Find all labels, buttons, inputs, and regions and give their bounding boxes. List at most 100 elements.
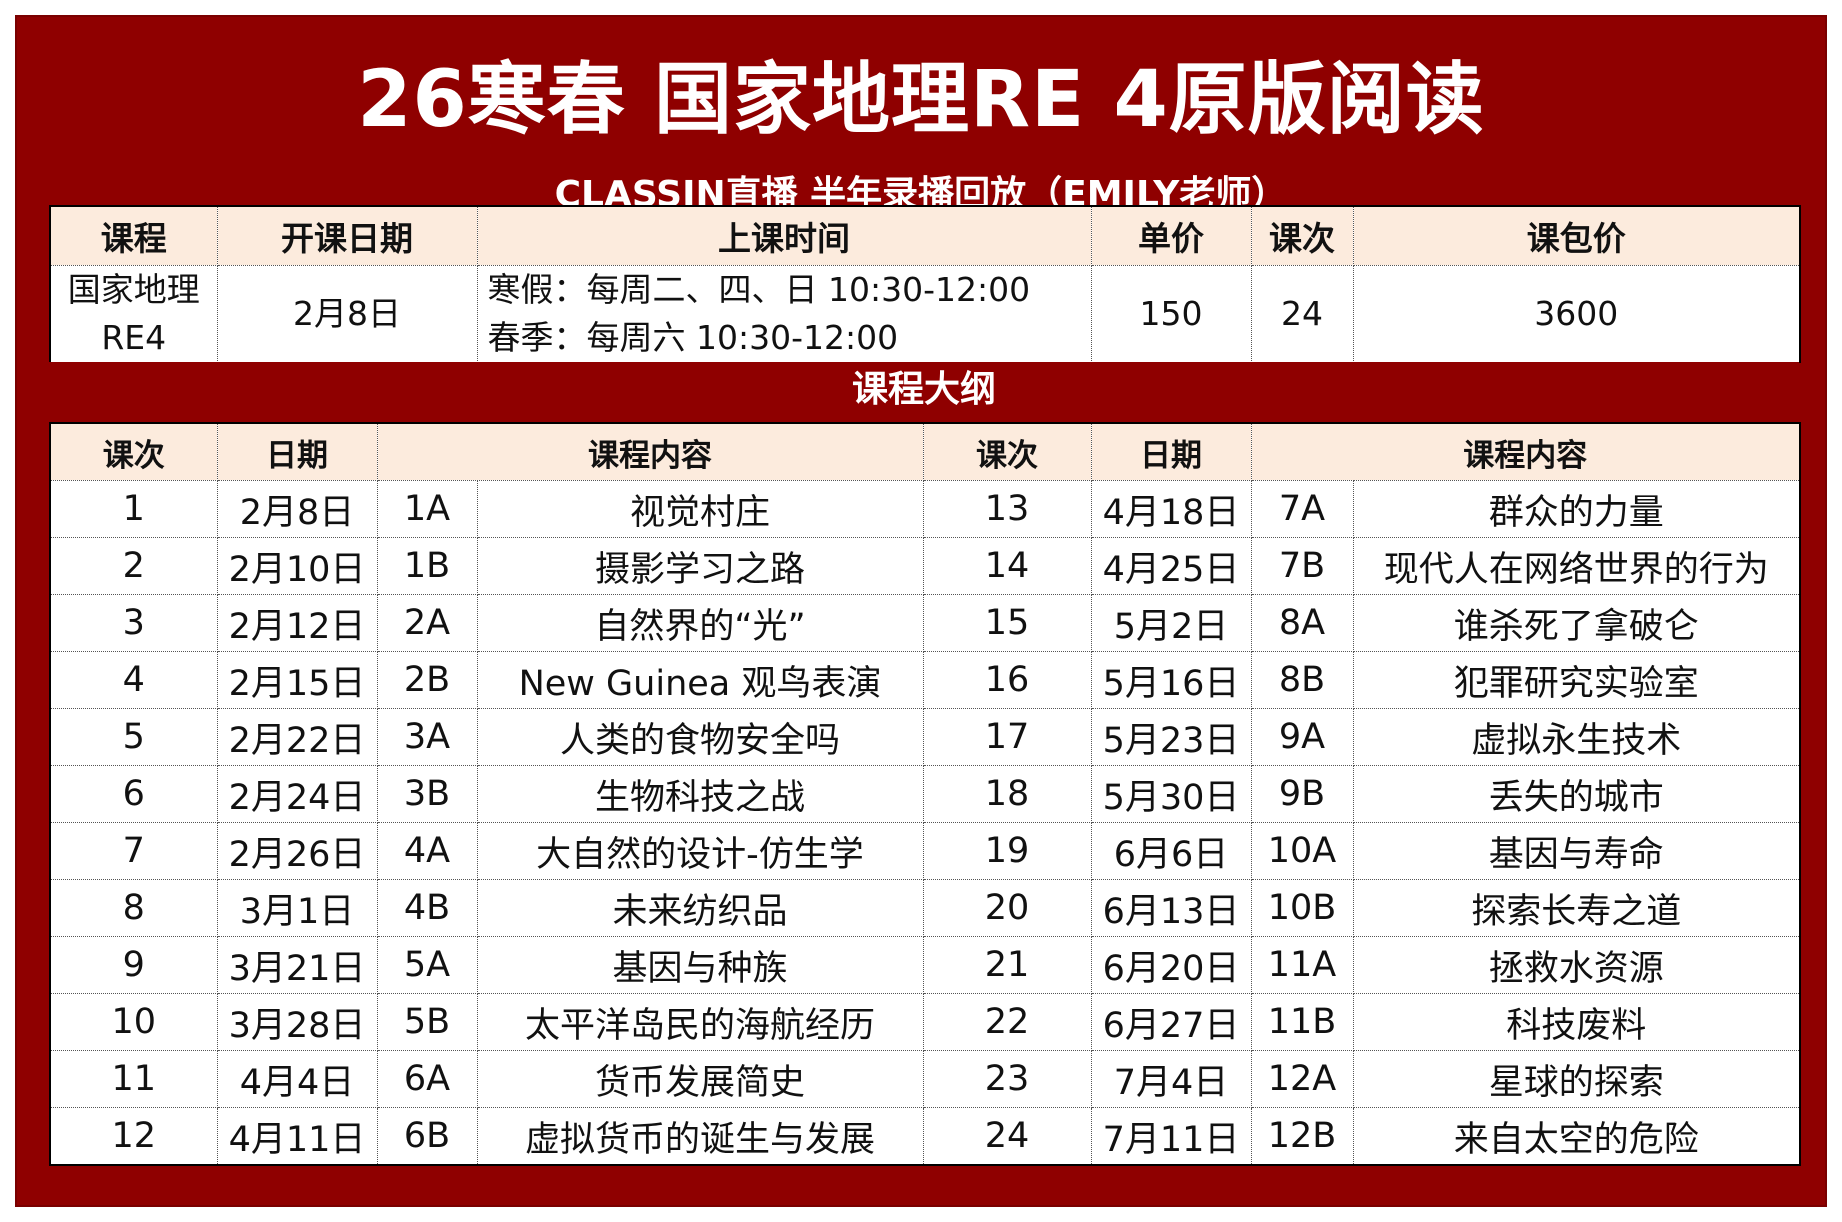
outline-title: 课程大纲 <box>49 362 1799 422</box>
session-date-cell: 2月8日 <box>216 480 378 538</box>
session-number-cell-right: 20 <box>922 879 1092 937</box>
session-number-cell-right: 17 <box>922 708 1092 766</box>
unit-price-cell: 150 <box>1090 265 1252 363</box>
session-date-cell: 2月24日 <box>216 765 378 823</box>
table-row: 11 4月4日 6A 货币发展简史 23 7月4日 12A 星球的探索 <box>49 1050 1801 1108</box>
outline-header-session-right: 课次 <box>922 422 1092 481</box>
session-date-cell: 2月10日 <box>216 537 378 595</box>
session-date-cell: 3月28日 <box>216 993 378 1051</box>
course-name-line2: RE4 <box>101 318 167 357</box>
page-title: 26寒春 国家地理RE 4原版阅读 <box>357 55 1485 145</box>
table-row: 7 2月26日 4A 大自然的设计-仿生学 19 6月6日 10A 基因与寿命 <box>49 822 1801 880</box>
outline-header-date-right: 日期 <box>1090 422 1252 481</box>
unit-code-cell: 6A <box>376 1050 478 1108</box>
session-number-cell: 2 <box>49 537 218 595</box>
info-header-row: 课程 开课日期 上课时间 单价 课次 课包价 <box>49 205 1801 266</box>
unit-code-cell-right: 9A <box>1250 708 1354 766</box>
sessions-cell: 24 <box>1250 265 1354 363</box>
session-date-cell: 2月15日 <box>216 651 378 709</box>
unit-code-cell-right: 11B <box>1250 993 1354 1051</box>
unit-code-cell-right: 10B <box>1250 879 1354 937</box>
table-row: 9 3月21日 5A 基因与种族 21 6月20日 11A 拯救水资源 <box>49 936 1801 994</box>
class-time-winter: 寒假：每周二、四、日 10:30-12:00 <box>487 270 1031 309</box>
session-date-cell-right: 7月11日 <box>1090 1107 1252 1166</box>
session-number-cell: 4 <box>49 651 218 709</box>
table-row: 3 2月12日 2A 自然界的“光” 15 5月2日 8A 谁杀死了拿破仑 <box>49 594 1801 652</box>
course-name-line1: 国家地理 <box>67 270 200 309</box>
table-row: 8 3月1日 4B 未来纺织品 20 6月13日 10B 探索长寿之道 <box>49 879 1801 937</box>
session-number-cell-right: 18 <box>922 765 1092 823</box>
unit-code-cell: 5A <box>376 936 478 994</box>
session-date-cell-right: 5月23日 <box>1090 708 1252 766</box>
lesson-title-cell-right: 拯救水资源 <box>1352 936 1801 994</box>
unit-code-cell: 5B <box>376 993 478 1051</box>
unit-code-cell: 3B <box>376 765 478 823</box>
session-date-cell: 2月22日 <box>216 708 378 766</box>
unit-code-cell-right: 8A <box>1250 594 1354 652</box>
table-row: 5 2月22日 3A 人类的食物安全吗 17 5月23日 9A 虚拟永生技术 <box>49 708 1801 766</box>
unit-code-cell-right: 12B <box>1250 1107 1354 1166</box>
table-row: 4 2月15日 2B New Guinea 观鸟表演 16 5月16日 8B 犯罪研究实验室 <box>49 651 1801 709</box>
session-number-cell-right: 14 <box>922 537 1092 595</box>
session-number-cell-right: 24 <box>922 1107 1092 1166</box>
outline-header-date: 日期 <box>216 422 378 481</box>
lesson-title-cell-right: 犯罪研究实验室 <box>1352 651 1801 709</box>
header-start-date: 开课日期 <box>216 205 478 266</box>
header-class-time: 上课时间 <box>476 205 1092 266</box>
session-date-cell: 4月11日 <box>216 1107 378 1166</box>
unit-code-cell: 4B <box>376 879 478 937</box>
outline-header-content-right: 课程内容 <box>1250 422 1801 481</box>
outline-header-session: 课次 <box>49 422 218 481</box>
unit-code-cell-right: 12A <box>1250 1050 1354 1108</box>
lesson-title-cell-right: 来自太空的危险 <box>1352 1107 1801 1166</box>
table-row: 12 4月11日 6B 虚拟货币的诞生与发展 24 7月11日 12B 来自太空的危险 <box>49 1107 1801 1166</box>
session-number-cell: 6 <box>49 765 218 823</box>
session-number-cell: 1 <box>49 480 218 538</box>
session-number-cell: 11 <box>49 1050 218 1108</box>
lesson-title-cell: 视觉村庄 <box>476 480 924 538</box>
unit-code-cell-right: 7B <box>1250 537 1354 595</box>
session-date-cell-right: 6月20日 <box>1090 936 1252 994</box>
table-row: 1 2月8日 1A 视觉村庄 13 4月18日 7A 群众的力量 <box>49 480 1801 538</box>
session-number-cell: 3 <box>49 594 218 652</box>
lesson-title-cell: 虚拟货币的诞生与发展 <box>476 1107 924 1166</box>
unit-code-cell-right: 8B <box>1250 651 1354 709</box>
session-number-cell: 12 <box>49 1107 218 1166</box>
unit-code-cell-right: 11A <box>1250 936 1354 994</box>
table-row: 6 2月24日 3B 生物科技之战 18 5月30日 9B 丢失的城市 <box>49 765 1801 823</box>
lesson-title-cell-right: 谁杀死了拿破仑 <box>1352 594 1801 652</box>
lesson-title-cell-right: 虚拟永生技术 <box>1352 708 1801 766</box>
lesson-title-cell-right: 丢失的城市 <box>1352 765 1801 823</box>
session-number-cell: 7 <box>49 822 218 880</box>
session-date-cell-right: 5月2日 <box>1090 594 1252 652</box>
session-number-cell-right: 23 <box>922 1050 1092 1108</box>
table-row: 2 2月10日 1B 摄影学习之路 14 4月25日 7B 现代人在网络世界的行为 <box>49 537 1801 595</box>
lesson-title-cell-right: 现代人在网络世界的行为 <box>1352 537 1801 595</box>
unit-code-cell: 1A <box>376 480 478 538</box>
lesson-title-cell: 生物科技之战 <box>476 765 924 823</box>
lesson-title-cell: 人类的食物安全吗 <box>476 708 924 766</box>
course-outline-table: 课次 日期 课程内容 课次 日期 课程内容 1 2月8日 1A 视觉村庄 13 4月18日… <box>49 422 1801 1166</box>
unit-code-cell-right: 10A <box>1250 822 1354 880</box>
lesson-title-cell: New Guinea 观鸟表演 <box>476 651 924 709</box>
course-info-table: 课程 开课日期 上课时间 单价 课次 课包价 国家地理 RE4 2月8日 寒假：… <box>49 205 1801 363</box>
session-date-cell-right: 7月4日 <box>1090 1050 1252 1108</box>
lesson-title-cell: 自然界的“光” <box>476 594 924 652</box>
unit-code-cell-right: 7A <box>1250 480 1354 538</box>
lesson-title-cell-right: 探索长寿之道 <box>1352 879 1801 937</box>
lesson-title-cell-right: 星球的探索 <box>1352 1050 1801 1108</box>
lesson-title-cell-right: 群众的力量 <box>1352 480 1801 538</box>
session-number-cell: 10 <box>49 993 218 1051</box>
session-number-cell-right: 13 <box>922 480 1092 538</box>
session-number-cell-right: 22 <box>922 993 1092 1051</box>
class-time-spring: 春季：每周六 10:30-12:00 <box>487 318 899 357</box>
session-number-cell-right: 16 <box>922 651 1092 709</box>
unit-code-cell: 2B <box>376 651 478 709</box>
session-date-cell-right: 6月6日 <box>1090 822 1252 880</box>
unit-code-cell: 2A <box>376 594 478 652</box>
unit-code-cell: 6B <box>376 1107 478 1166</box>
lesson-title-cell: 货币发展简史 <box>476 1050 924 1108</box>
lesson-title-cell-right: 科技废料 <box>1352 993 1801 1051</box>
session-date-cell-right: 6月13日 <box>1090 879 1252 937</box>
start-date-cell: 2月8日 <box>216 265 478 363</box>
